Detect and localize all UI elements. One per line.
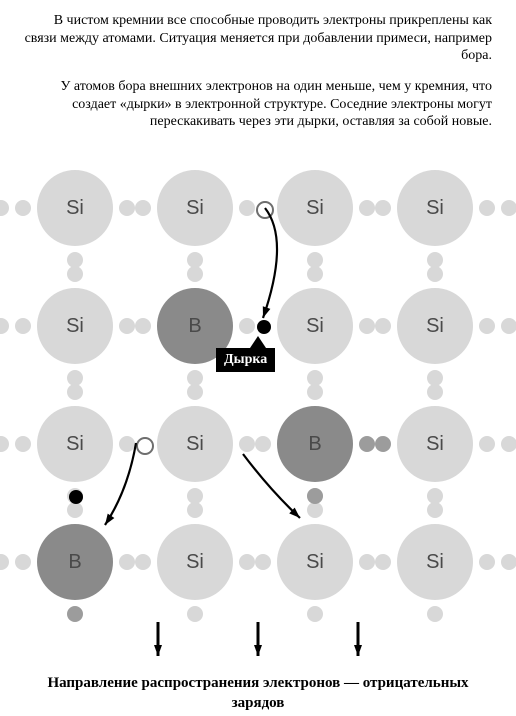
atom-label: Si	[66, 433, 84, 456]
bond-electron	[119, 554, 135, 570]
bond-electron	[257, 320, 271, 334]
bond-electron	[427, 502, 443, 518]
atom-label: B	[308, 433, 321, 456]
intro-paragraph-1: В чистом кремнии все способные проводить…	[24, 12, 492, 65]
bond-electron	[15, 554, 31, 570]
bond-electron	[135, 554, 151, 570]
bond-electron	[307, 488, 323, 504]
bond-electron	[187, 266, 203, 282]
atom-label: B	[188, 315, 201, 338]
bond-electron	[375, 554, 391, 570]
bond-electron	[15, 200, 31, 216]
bond-electron	[479, 200, 495, 216]
bond-electron	[375, 200, 391, 216]
bond-electron	[501, 318, 516, 334]
intro-paragraph-2: У атомов бора внешних электронов на один…	[24, 78, 492, 131]
bond-electron	[375, 436, 391, 452]
silicon-atom: Si	[397, 524, 473, 600]
atom-label: Si	[186, 551, 204, 574]
atom-label: Si	[426, 433, 444, 456]
bond-electron	[67, 266, 83, 282]
bond-electron	[427, 606, 443, 622]
bond-electron	[479, 436, 495, 452]
bond-electron	[307, 502, 323, 518]
bond-electron	[119, 318, 135, 334]
bond-electron	[375, 318, 391, 334]
silicon-atom: Si	[37, 170, 113, 246]
bond-electron	[0, 554, 9, 570]
bond-electron	[67, 384, 83, 400]
bond-electron	[0, 436, 9, 452]
bond-electron	[67, 606, 83, 622]
silicon-atom: Si	[157, 406, 233, 482]
bond-electron	[187, 606, 203, 622]
bond-electron	[427, 266, 443, 282]
silicon-atom: Si	[37, 288, 113, 364]
electron-direction-caption: Направление распространения электронов —…	[24, 674, 492, 713]
boron-atom: B	[37, 524, 113, 600]
bond-electron	[0, 200, 9, 216]
atom-label: Si	[426, 197, 444, 220]
atom-label: Si	[426, 315, 444, 338]
bond-electron	[239, 318, 255, 334]
bond-electron	[69, 490, 83, 504]
bond-electron	[427, 384, 443, 400]
bond-electron	[359, 554, 375, 570]
silicon-atom: Si	[277, 170, 353, 246]
silicon-atom: Si	[277, 524, 353, 600]
bond-electron	[501, 436, 516, 452]
silicon-atom: Si	[157, 170, 233, 246]
bond-electron	[135, 200, 151, 216]
bond-electron	[307, 266, 323, 282]
hole-callout: Дырка	[216, 348, 275, 372]
bond-electron	[359, 318, 375, 334]
bond-electron	[255, 436, 271, 452]
bond-electron	[119, 436, 135, 452]
bond-electron	[256, 201, 274, 219]
bond-electron	[239, 554, 255, 570]
bond-electron	[135, 318, 151, 334]
atom-label: Si	[306, 197, 324, 220]
bond-electron	[239, 436, 255, 452]
bond-electron	[15, 436, 31, 452]
bond-electron	[307, 384, 323, 400]
bond-electron	[15, 318, 31, 334]
hole-callout-tail	[250, 336, 266, 348]
silicon-atom: Si	[397, 170, 473, 246]
bond-electron	[501, 554, 516, 570]
bond-electron	[255, 554, 271, 570]
bond-electron	[239, 200, 255, 216]
atom-label: Si	[66, 315, 84, 338]
bond-electron	[136, 437, 154, 455]
silicon-atom: Si	[397, 406, 473, 482]
atom-label: Si	[66, 197, 84, 220]
silicon-atom: Si	[277, 288, 353, 364]
silicon-atom: Si	[37, 406, 113, 482]
bond-electron	[479, 318, 495, 334]
bond-electron	[359, 200, 375, 216]
boron-atom: B	[277, 406, 353, 482]
atom-label: B	[68, 551, 81, 574]
bond-electron	[0, 318, 9, 334]
atom-label: Si	[186, 197, 204, 220]
bond-electron	[67, 502, 83, 518]
bond-electron	[501, 200, 516, 216]
bond-electron	[119, 200, 135, 216]
bond-electron	[187, 502, 203, 518]
atom-label: Si	[306, 551, 324, 574]
silicon-atom: Si	[397, 288, 473, 364]
atom-label: Si	[426, 551, 444, 574]
bond-electron	[479, 554, 495, 570]
atom-label: Si	[306, 315, 324, 338]
bond-electron	[187, 384, 203, 400]
silicon-atom: Si	[157, 524, 233, 600]
bond-electron	[359, 436, 375, 452]
atom-label: Si	[186, 433, 204, 456]
bond-electron	[307, 606, 323, 622]
